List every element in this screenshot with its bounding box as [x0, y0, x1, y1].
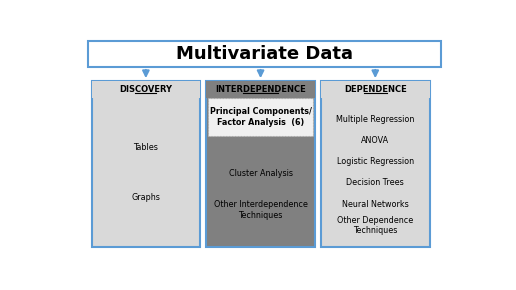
Text: Graphs: Graphs	[132, 193, 160, 202]
Text: Logistic Regression: Logistic Regression	[337, 157, 414, 166]
Bar	[321, 81, 429, 246]
Bar	[92, 81, 200, 98]
Text: Decision Trees: Decision Trees	[346, 178, 404, 187]
Text: Other Dependence
Techniques: Other Dependence Techniques	[337, 216, 413, 235]
Text: Tables: Tables	[134, 143, 158, 152]
Text: DISCOVERY: DISCOVERY	[119, 85, 172, 94]
Text: Multiple Regression: Multiple Regression	[336, 115, 414, 124]
Text: DEPENDENCE: DEPENDENCE	[344, 85, 407, 94]
Bar	[321, 81, 429, 98]
Text: Multivariate Data: Multivariate Data	[176, 45, 353, 63]
Text: Neural Networks: Neural Networks	[342, 200, 409, 209]
Bar	[208, 98, 313, 136]
Text: Principal Components/
Factor Analysis  (6): Principal Components/ Factor Analysis (6…	[209, 108, 312, 127]
Bar	[206, 81, 315, 246]
Text: INTERDEPENDENCE: INTERDEPENDENCE	[215, 85, 306, 94]
Text: Cluster Analysis: Cluster Analysis	[229, 169, 293, 178]
Bar	[92, 81, 200, 246]
Text: ANOVA: ANOVA	[361, 136, 390, 145]
Bar	[88, 41, 441, 67]
Text: Other Interdependence
Techniques: Other Interdependence Techniques	[214, 200, 308, 220]
Bar	[206, 81, 315, 98]
